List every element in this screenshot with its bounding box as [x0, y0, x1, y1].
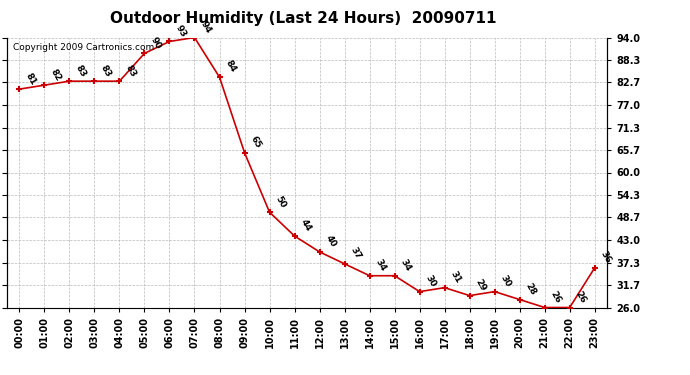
Text: 83: 83	[99, 63, 112, 78]
Text: 83: 83	[74, 63, 88, 78]
Text: 37: 37	[348, 246, 363, 261]
Text: 36: 36	[599, 250, 613, 265]
Text: 83: 83	[124, 63, 138, 78]
Text: 26: 26	[549, 290, 563, 305]
Text: 90: 90	[148, 35, 163, 51]
Text: 93: 93	[174, 23, 188, 39]
Text: 84: 84	[224, 59, 238, 74]
Text: 81: 81	[23, 71, 38, 86]
Text: Copyright 2009 Cartronics.com: Copyright 2009 Cartronics.com	[13, 43, 154, 52]
Text: 31: 31	[448, 270, 463, 285]
Text: 34: 34	[374, 258, 388, 273]
Text: 34: 34	[399, 258, 413, 273]
Text: 50: 50	[274, 194, 288, 209]
Text: 65: 65	[248, 135, 263, 150]
Text: 28: 28	[524, 282, 538, 297]
Text: 44: 44	[299, 218, 313, 233]
Text: 30: 30	[499, 274, 513, 289]
Text: 30: 30	[424, 274, 437, 289]
Text: 26: 26	[574, 290, 588, 305]
Text: 94: 94	[199, 19, 213, 35]
Text: Outdoor Humidity (Last 24 Hours)  20090711: Outdoor Humidity (Last 24 Hours) 2009071…	[110, 11, 497, 26]
Text: 40: 40	[324, 234, 338, 249]
Text: 29: 29	[474, 278, 488, 293]
Text: 82: 82	[48, 67, 63, 82]
